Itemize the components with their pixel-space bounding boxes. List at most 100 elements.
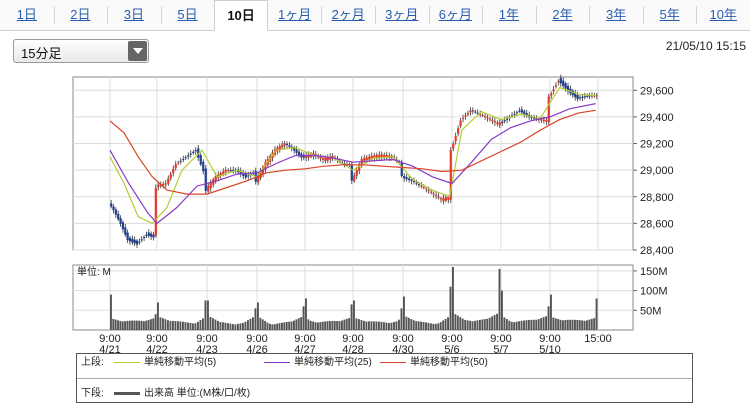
candle-body [244, 173, 247, 178]
tab-6[interactable]: 2ヶ月 [331, 7, 365, 22]
interval-select[interactable]: 15分足 [13, 39, 149, 63]
volume-bar [515, 321, 518, 330]
volume-bar [164, 319, 167, 330]
volume-bar [478, 319, 481, 330]
candle-body [350, 164, 353, 181]
tab-10[interactable]: 2年 [552, 7, 573, 22]
candle-body [532, 117, 536, 119]
volume-bar [488, 317, 491, 330]
candle-body [124, 227, 127, 235]
volume-y-tick-label: 100M [640, 286, 668, 298]
volume-bar [554, 318, 557, 330]
volume-bar [232, 324, 234, 330]
candle-body [595, 95, 598, 97]
candle-body [498, 122, 501, 126]
tab-12[interactable]: 5年 [659, 7, 680, 22]
volume-bar [578, 320, 581, 330]
candle-body [447, 197, 450, 201]
tab-separator [642, 6, 644, 24]
volume-bar [295, 319, 298, 330]
price-y-tick-label: 28,400 [640, 245, 674, 257]
candle-body [187, 155, 190, 157]
candle-body [449, 150, 452, 200]
candle-body [189, 153, 192, 155]
volume-bar [593, 318, 596, 330]
candle-body [138, 241, 141, 243]
candle-body [147, 232, 150, 236]
tab-8[interactable]: 6ヶ月 [438, 7, 472, 22]
volume-bar [483, 319, 486, 330]
volume-bar [307, 319, 310, 330]
volume-bar [247, 320, 249, 330]
tab-4[interactable]: 10日 [214, 0, 268, 31]
volume-bar [192, 323, 194, 330]
tab-5[interactable]: 1ヶ月 [278, 7, 312, 22]
volume-bar [214, 319, 217, 330]
candle-body [471, 110, 474, 112]
candle-body [154, 187, 157, 236]
candle-body [343, 163, 346, 165]
candle-body [360, 159, 363, 166]
candle-body [140, 239, 143, 241]
volume-bar [422, 322, 425, 330]
volume-bar [523, 320, 525, 330]
volume-bar [273, 324, 276, 330]
candle-body [503, 120, 506, 122]
volume-bar [140, 320, 143, 330]
volume-bar [333, 320, 336, 330]
candle-body [214, 176, 217, 182]
candle-body [145, 234, 148, 236]
volume-bar [537, 319, 540, 330]
volume-bar [321, 321, 324, 330]
candle-body [227, 170, 230, 172]
tab-separator [160, 6, 162, 24]
candle-body [439, 198, 443, 200]
candle-body [285, 143, 289, 145]
tab-2[interactable]: 3日 [123, 7, 145, 22]
volume-bar [493, 315, 496, 330]
tab-1[interactable]: 2日 [70, 7, 91, 22]
volume-bar [147, 319, 150, 330]
volume-bar [305, 298, 307, 330]
candle-body [194, 150, 197, 152]
tab-3[interactable]: 5日 [177, 7, 198, 22]
volume-bar [264, 320, 267, 330]
candle-body [370, 155, 373, 160]
volume-bar [312, 321, 315, 330]
candle-body [481, 114, 484, 116]
candle-body [368, 156, 371, 160]
candle-body [302, 155, 305, 158]
candle-body [324, 157, 327, 162]
volume-bar [182, 321, 184, 330]
volume-bar [283, 322, 286, 330]
candle-body [257, 175, 260, 183]
volume-bar [400, 308, 403, 330]
x-tick-time-label: 15:00 [584, 333, 612, 345]
chart-legend: 上段: 単純移動平均(5) 単純移動平均(25) 単純移動平均(50) 下段: … [76, 353, 693, 403]
volume-bar [427, 322, 430, 330]
volume-bar [317, 322, 319, 330]
volume-bar [302, 306, 305, 330]
candle-body [174, 163, 177, 168]
volume-bar [219, 321, 222, 330]
candle-body [209, 182, 212, 189]
tab-11[interactable]: 3年 [605, 7, 627, 22]
volume-bar [439, 322, 442, 330]
candle-body [550, 93, 553, 96]
volume-bar [429, 323, 432, 330]
volume-unit-label: 単位: M [77, 265, 111, 278]
volume-bar [237, 323, 239, 330]
volume-bar [444, 318, 447, 330]
tab-0[interactable]: 1日 [16, 7, 37, 22]
volume-bar [217, 320, 219, 330]
price-y-tick-label: 29,400 [640, 112, 674, 124]
tab-13[interactable]: 10年 [709, 7, 737, 22]
candle-body [169, 173, 172, 179]
x-tick-time-label: 9:00 [196, 333, 217, 345]
volume-bar [501, 290, 503, 330]
candle-body [199, 155, 202, 165]
candle-body [219, 172, 222, 177]
tab-9[interactable]: 1年 [498, 7, 520, 22]
legend-swatch-sma50 [380, 361, 406, 363]
tab-7[interactable]: 3ヶ月 [385, 7, 419, 22]
